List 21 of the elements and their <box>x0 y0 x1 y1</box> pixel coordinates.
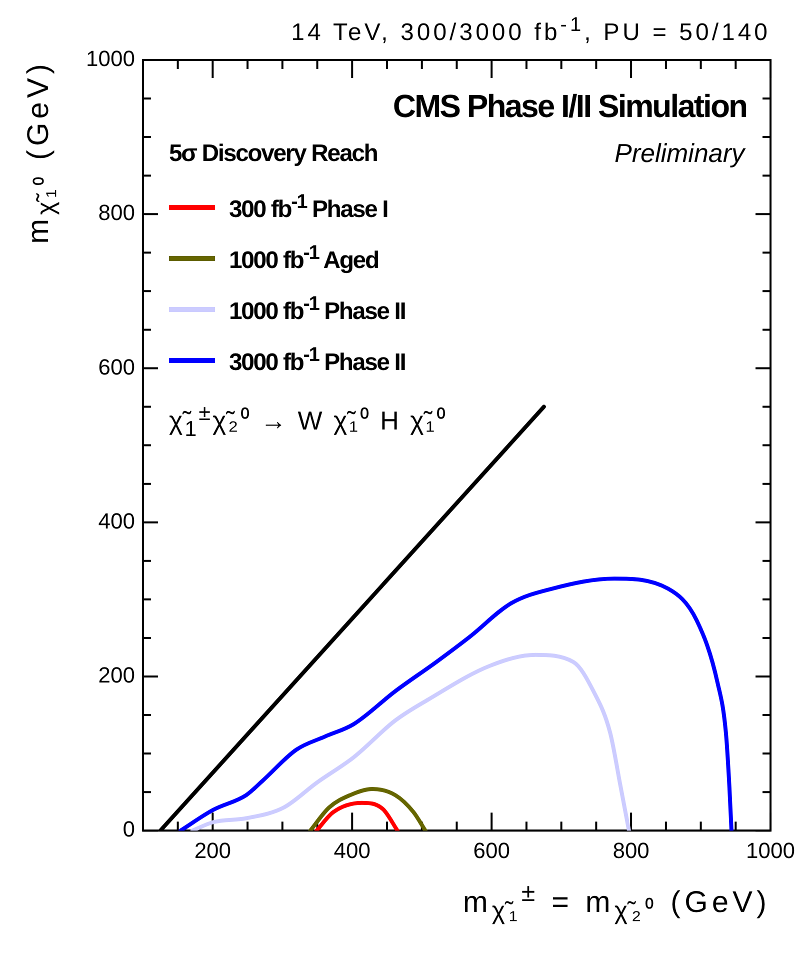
x-axis-title: m$_{χ̃₁}$$^{±}$ = m$_{χ̃₂⁰}$ (GeV) <box>462 878 771 926</box>
x-tick-label: 1000 <box>746 838 796 863</box>
legend-title: 5σ Discovery Reach <box>168 140 378 168</box>
y-tick-label: 0 <box>122 816 135 842</box>
y-tick-label: 800 <box>98 200 135 226</box>
y-tick-label: 400 <box>98 508 135 534</box>
x-tick-label: 200 <box>194 838 232 863</box>
legend-label: 1000 fb$^{-1}$ Phase II <box>228 293 406 326</box>
legend-label: 3000 fb$^{-1}$ Phase II <box>228 344 406 377</box>
y-tick-label: 1000 <box>86 46 135 72</box>
x-tick-label: 400 <box>334 838 370 863</box>
y-tick-label: 600 <box>98 354 135 380</box>
legend-label: 300 fb$^{-1}$ Phase I <box>228 191 388 224</box>
y-tick-label: 200 <box>98 662 135 688</box>
x-tick-label: 800 <box>612 838 650 863</box>
text: Preliminary <box>614 138 745 169</box>
annotation: χ̃$_{1}$$^{±}$χ̃₂⁰ → W χ̃₁⁰ H χ̃₁⁰ <box>168 400 448 442</box>
x-tick-label: 600 <box>473 838 510 863</box>
text: 14 TeV, 300/3000 fb$^{-1}$, PU = 50/140 <box>291 14 771 47</box>
text: CMS Phase I/II Simulation <box>392 88 747 125</box>
legend-label: 1000 fb$^{-1}$ Aged <box>228 242 378 275</box>
